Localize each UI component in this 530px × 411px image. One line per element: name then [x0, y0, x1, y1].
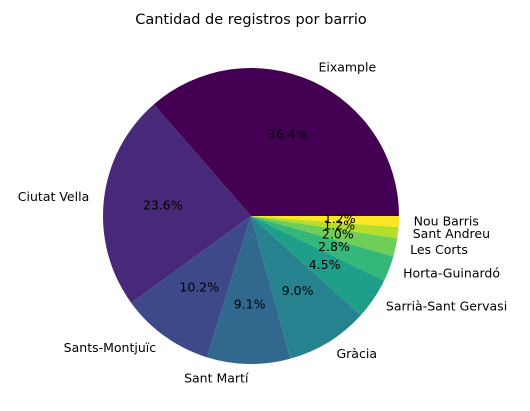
slice-label-eixample: Eixample — [318, 59, 376, 74]
pie-slice-gracia — [251, 216, 361, 359]
slice-percent-horta-guinardo: 2.8% — [318, 239, 350, 254]
pie-slice-sant-marti — [207, 216, 291, 364]
slice-percent-sant-andreu: 1.2% — [323, 218, 355, 233]
pie-slice-les-corts — [251, 216, 398, 257]
slice-label-nou-barris: Nou Barris — [414, 214, 479, 229]
slice-percent-ciutat-vella: 23.6% — [143, 197, 183, 212]
slice-percent-sarria-sant-gervasi: 4.5% — [309, 257, 341, 272]
slice-percent-sant-marti: 9.1% — [234, 296, 266, 311]
pie-labels: Eixample 36.4% Ciutat Vella 23.6% Sants-Mont… — [18, 59, 507, 385]
slice-percent-eixample: 36.4% — [268, 127, 308, 142]
slice-percent-sants-montjuic: 10.2% — [179, 280, 219, 295]
pie-slice-eixample — [153, 67, 399, 216]
pie-slice-sant-andreu — [251, 216, 399, 239]
pie-slice-sants-montjuic — [131, 216, 251, 358]
slice-label-sant-andreu: Sant Andreu — [413, 226, 490, 241]
slice-label-gracia: Gràcia — [336, 346, 377, 361]
pie-slice-sarria-sant-gervasi — [251, 216, 385, 316]
slice-percent-nou-barris: 1.2% — [324, 211, 356, 226]
slice-label-sarria-sant-gervasi: Sarrià-Sant Gervasi — [386, 299, 507, 314]
slice-label-sant-marti: Sant Martí — [184, 370, 249, 385]
pie-slices — [102, 67, 399, 364]
pie-slice-ciutat-vella — [102, 104, 251, 303]
slice-label-horta-guinardo: Horta-Guinardó — [403, 266, 500, 281]
slice-label-les-corts: Les Corts — [410, 242, 468, 257]
slice-percent-gracia: 9.0% — [282, 283, 314, 298]
slice-label-ciutat-vella: Ciutat Vella — [18, 189, 89, 204]
pie-slice-nou-barris — [251, 216, 399, 228]
slice-percent-les-corts: 2.0% — [322, 226, 354, 241]
slice-label-sants-montjuic: Sants-Montjuïc — [64, 340, 157, 355]
pie-slice-horta-guinardo — [251, 216, 394, 281]
chart-title: Cantidad de registros por barrio — [135, 12, 367, 28]
